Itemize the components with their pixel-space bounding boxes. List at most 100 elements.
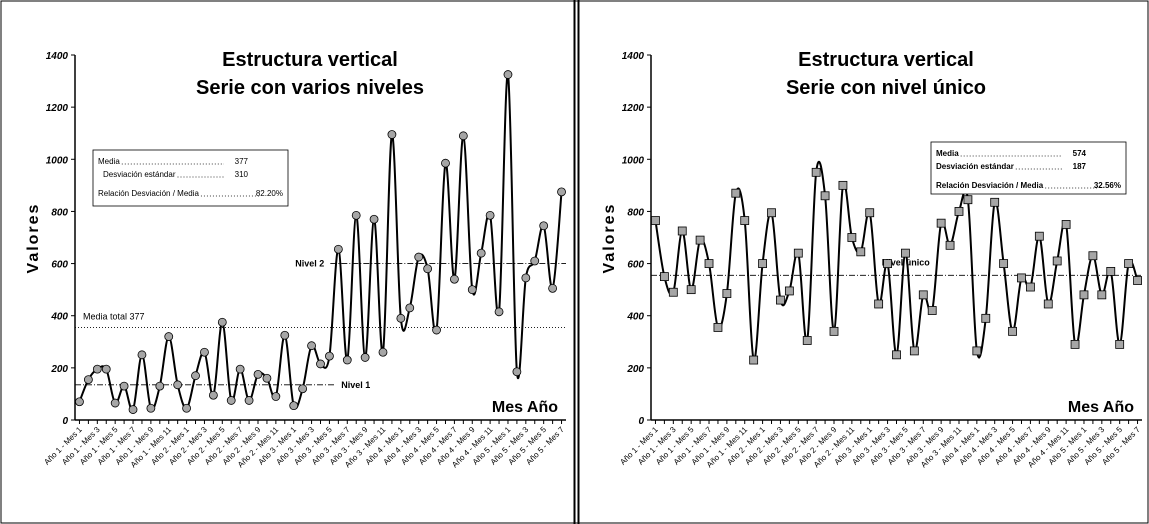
marker xyxy=(539,221,549,231)
stats-value: 377 xyxy=(235,157,249,166)
stats-label: Media xyxy=(936,149,959,158)
marker xyxy=(918,290,928,300)
y-tick-label: 1200 xyxy=(46,103,69,114)
marker xyxy=(137,350,147,360)
y-tick-label: 0 xyxy=(638,416,644,427)
y-tick-label: 600 xyxy=(51,260,68,271)
y-axis-label: Valores xyxy=(601,203,618,274)
marker xyxy=(333,244,343,254)
marker xyxy=(253,369,263,379)
series-line xyxy=(78,73,563,412)
marker xyxy=(901,248,910,258)
marker xyxy=(883,259,892,268)
chart-title: Estructura vertical xyxy=(798,49,974,71)
stats-label: Relación Desviación / Media xyxy=(936,181,1044,190)
y-tick-label: 1400 xyxy=(46,51,69,62)
marker xyxy=(271,392,281,401)
marker xyxy=(811,167,821,177)
stats-value: 187 xyxy=(1073,162,1087,171)
marker xyxy=(280,330,290,340)
marker xyxy=(1061,220,1071,229)
marker xyxy=(927,306,937,315)
reference-label: Nivel 2 xyxy=(295,259,324,269)
marker xyxy=(1026,282,1035,292)
marker xyxy=(191,371,200,381)
marker xyxy=(999,259,1009,268)
stats-label: Media xyxy=(98,157,120,166)
marker xyxy=(1043,299,1053,309)
marker xyxy=(244,396,254,405)
marker xyxy=(208,390,218,400)
marker xyxy=(458,131,468,141)
marker xyxy=(119,381,129,391)
marker xyxy=(378,347,388,357)
marker xyxy=(369,214,379,224)
marker xyxy=(731,188,741,198)
marker xyxy=(1052,256,1062,266)
marker xyxy=(92,364,102,374)
marker xyxy=(722,289,732,298)
chart-subtitle: Serie con nivel único xyxy=(786,77,986,99)
marker xyxy=(758,259,767,268)
marker xyxy=(387,130,397,139)
stats-box xyxy=(92,149,289,207)
stats-label: Relación Desviación / Media xyxy=(98,189,199,198)
marker xyxy=(829,326,839,336)
marker xyxy=(360,353,370,362)
marker xyxy=(476,248,486,258)
marker xyxy=(530,256,540,266)
marker xyxy=(101,364,111,374)
marker xyxy=(659,272,669,282)
marker xyxy=(784,286,794,296)
chart-subtitle: Serie con varios niveles xyxy=(196,77,424,99)
marker xyxy=(776,295,785,305)
marker xyxy=(740,216,750,225)
y-tick-label: 800 xyxy=(627,207,644,218)
marker xyxy=(963,195,973,205)
marker xyxy=(713,323,723,332)
marker xyxy=(651,216,660,225)
y-tick-label: 0 xyxy=(62,416,68,427)
marker xyxy=(342,355,352,365)
marker xyxy=(686,285,696,295)
marker xyxy=(262,373,272,383)
y-tick-label: 200 xyxy=(50,364,68,375)
y-tick-label: 200 xyxy=(626,364,644,375)
series-line xyxy=(654,160,1139,362)
marker xyxy=(874,299,884,309)
marker xyxy=(1106,266,1116,276)
marker xyxy=(182,403,191,413)
y-tick-label: 400 xyxy=(50,312,68,323)
marker xyxy=(325,351,334,361)
marker xyxy=(936,218,946,228)
marker xyxy=(945,240,955,250)
y-tick-label: 1400 xyxy=(622,51,645,62)
x-axis-label: Mes Año xyxy=(492,399,558,416)
marker xyxy=(467,285,477,295)
marker xyxy=(485,210,495,220)
marker xyxy=(1124,259,1134,268)
marker xyxy=(450,274,459,284)
marker xyxy=(307,341,316,351)
y-tick-label: 800 xyxy=(51,207,68,218)
y-axis-label: Valores xyxy=(25,203,42,274)
marker xyxy=(405,303,415,313)
marker xyxy=(128,405,138,414)
marker xyxy=(802,336,812,345)
marker xyxy=(200,347,209,357)
stats-box xyxy=(930,141,1127,195)
marker xyxy=(110,398,120,408)
stats-label: Desviación estándar xyxy=(103,170,176,179)
marker xyxy=(954,207,964,216)
marker xyxy=(83,375,93,384)
marker xyxy=(865,208,875,218)
marker xyxy=(990,197,1000,207)
marker xyxy=(155,381,165,391)
marker xyxy=(856,247,866,257)
stats-value: 82.20% xyxy=(256,189,283,198)
marker xyxy=(668,287,678,297)
stats-value: 574 xyxy=(1073,149,1087,158)
marker xyxy=(503,70,513,79)
